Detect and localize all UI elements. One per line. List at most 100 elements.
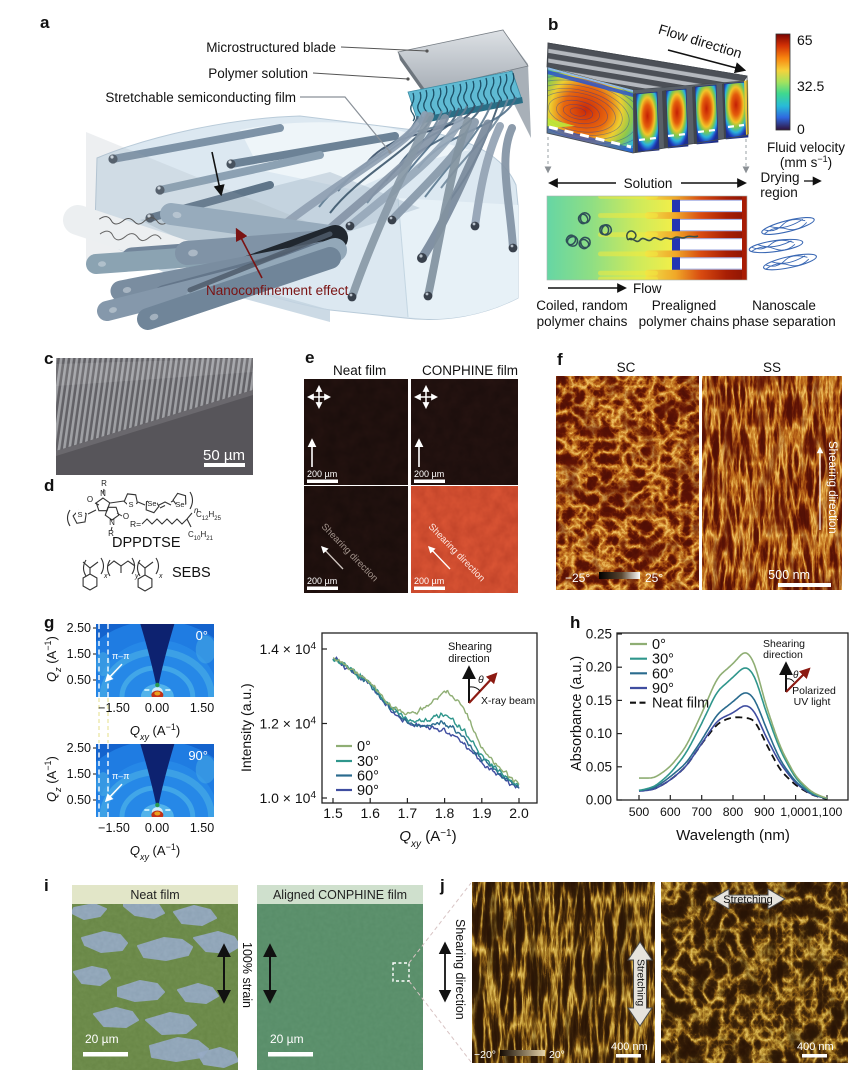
svg-text:R: R: [101, 479, 107, 488]
svg-text:Qxy (A−1): Qxy (A−1): [130, 842, 180, 862]
svg-text:1.6: 1.6: [360, 805, 380, 821]
svg-text:direction: direction: [448, 653, 490, 665]
svg-text:1,000: 1,000: [780, 805, 811, 819]
svg-text:Solution: Solution: [624, 176, 673, 191]
svg-text:0°: 0°: [196, 628, 208, 643]
svg-text:200 µm: 200 µm: [414, 576, 444, 586]
svg-text:30°: 30°: [652, 652, 674, 668]
svg-text:R: R: [108, 529, 114, 538]
svg-text:d: d: [44, 476, 54, 495]
svg-text:N: N: [109, 518, 115, 527]
svg-text:SEBS: SEBS: [172, 565, 211, 581]
svg-text:h: h: [570, 613, 580, 632]
svg-text:600: 600: [660, 805, 681, 819]
svg-text:−20°: −20°: [474, 1049, 496, 1061]
svg-text:region: region: [760, 185, 798, 200]
svg-text:Shearing direction: Shearing direction: [453, 919, 467, 1020]
svg-text:R=: R=: [130, 519, 141, 529]
svg-text:Flow direction: Flow direction: [657, 21, 744, 62]
svg-text:C10H21: C10H21: [188, 530, 214, 542]
svg-text:20°: 20°: [549, 1049, 565, 1061]
svg-text:π–π: π–π: [112, 771, 129, 781]
svg-text:Shearing: Shearing: [763, 638, 805, 650]
svg-text:400 nm: 400 nm: [797, 1041, 834, 1053]
svg-text:0.00: 0.00: [145, 821, 169, 835]
svg-text:Wavelength (nm): Wavelength (nm): [676, 827, 790, 844]
svg-text:Intensity (a.u.): Intensity (a.u.): [238, 683, 254, 772]
svg-text:x: x: [158, 573, 163, 580]
svg-text:0.20: 0.20: [586, 660, 612, 675]
svg-text:60°: 60°: [357, 769, 379, 785]
svg-text:Shearing direction: Shearing direction: [826, 441, 838, 534]
svg-text:0.00: 0.00: [586, 793, 612, 808]
svg-text:−1.50: −1.50: [98, 821, 130, 835]
svg-text:Nanoscale: Nanoscale: [752, 298, 816, 313]
svg-text:25°: 25°: [645, 571, 663, 585]
svg-text:(mm s−1): (mm s−1): [780, 154, 832, 170]
svg-text:60°: 60°: [652, 666, 674, 682]
svg-text:20 µm: 20 µm: [85, 1032, 119, 1046]
svg-text:Neat film: Neat film: [652, 696, 709, 712]
svg-text:700: 700: [691, 805, 712, 819]
svg-text:1.50: 1.50: [190, 701, 214, 715]
svg-text:1.4 × 104: 1.4 × 104: [259, 641, 316, 658]
svg-text:SC: SC: [617, 360, 636, 375]
svg-text:Nanoconfinement effect: Nanoconfinement effect: [206, 283, 349, 298]
svg-text:θ: θ: [793, 670, 799, 681]
svg-text:Shearing: Shearing: [448, 641, 492, 653]
svg-text:−1.50: −1.50: [98, 701, 130, 715]
svg-text:S: S: [128, 500, 133, 509]
svg-text:x: x: [103, 573, 108, 580]
svg-text:Qz (A−1): Qz (A−1): [43, 636, 63, 682]
svg-text:1.50: 1.50: [67, 767, 91, 781]
svg-text:Flow: Flow: [633, 281, 662, 296]
svg-text:200 µm: 200 µm: [307, 469, 337, 479]
svg-text:e: e: [305, 348, 314, 367]
svg-text:b: b: [548, 15, 558, 34]
svg-text:phase separation: phase separation: [732, 314, 836, 329]
svg-text:0.15: 0.15: [586, 693, 612, 708]
svg-text:90°: 90°: [652, 681, 674, 697]
svg-text:Se: Se: [147, 499, 156, 508]
svg-text:Fluid velocity: Fluid velocity: [767, 140, 845, 155]
svg-text:0: 0: [797, 121, 805, 137]
svg-text:1.9: 1.9: [472, 805, 492, 821]
svg-text:1.2 × 104: 1.2 × 104: [259, 715, 316, 732]
svg-text:n: n: [194, 506, 199, 515]
svg-text:0.50: 0.50: [67, 673, 91, 687]
svg-text:Prealigned: Prealigned: [652, 298, 717, 313]
svg-text:1.50: 1.50: [67, 647, 91, 661]
svg-text:DPPDTSE: DPPDTSE: [112, 535, 181, 551]
svg-text:UV light: UV light: [794, 696, 831, 708]
svg-text:O: O: [123, 512, 129, 521]
svg-text:0°: 0°: [652, 637, 666, 653]
svg-text:Neat film: Neat film: [333, 363, 386, 378]
svg-text:0.10: 0.10: [586, 726, 612, 741]
svg-text:50 µm: 50 µm: [203, 447, 245, 464]
svg-text:200 µm: 200 µm: [414, 469, 444, 479]
svg-text:polymer chains: polymer chains: [639, 314, 730, 329]
svg-text:90°: 90°: [188, 748, 208, 763]
svg-text:0.50: 0.50: [67, 793, 91, 807]
svg-text:Polymer solution: Polymer solution: [208, 66, 308, 81]
svg-text:Absorbance (a.u.): Absorbance (a.u.): [569, 656, 585, 771]
svg-text:f: f: [557, 350, 563, 369]
svg-text:20 µm: 20 µm: [270, 1032, 304, 1046]
svg-text:π–π: π–π: [112, 651, 129, 661]
svg-text:Qxy (A−1): Qxy (A−1): [130, 722, 180, 742]
svg-text:1.5: 1.5: [323, 805, 343, 821]
svg-text:SS: SS: [763, 360, 781, 375]
svg-text:800: 800: [723, 805, 744, 819]
svg-text:400 nm: 400 nm: [611, 1041, 648, 1053]
svg-text:c: c: [44, 349, 53, 368]
svg-text:a: a: [40, 13, 50, 32]
svg-text:Qz (A−1): Qz (A−1): [43, 756, 63, 802]
svg-text:1.0 × 104: 1.0 × 104: [259, 790, 316, 807]
svg-text:Polarized: Polarized: [792, 685, 836, 697]
svg-text:0°: 0°: [357, 739, 371, 755]
svg-text:2.0: 2.0: [509, 805, 529, 821]
svg-text:Stretchable semiconducting fil: Stretchable semiconducting film: [105, 90, 296, 105]
svg-text:CONPHINE film: CONPHINE film: [422, 363, 518, 378]
svg-text:Stretching: Stretching: [635, 959, 647, 1006]
svg-text:1.8: 1.8: [435, 805, 455, 821]
